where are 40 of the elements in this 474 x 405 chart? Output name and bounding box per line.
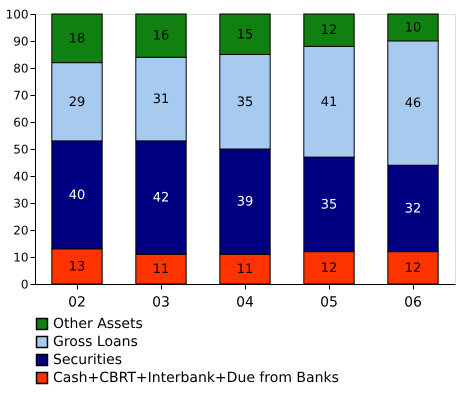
data-label: 35 bbox=[236, 94, 254, 110]
y-tick-label: 90 bbox=[13, 34, 28, 48]
data-label: 13 bbox=[68, 259, 86, 274]
data-label: 15 bbox=[236, 27, 254, 42]
y-tick-label: 40 bbox=[13, 170, 28, 184]
data-label: 46 bbox=[404, 96, 422, 112]
data-label: 16 bbox=[152, 28, 170, 44]
data-label: 29 bbox=[68, 94, 86, 110]
x-tick-label: 04 bbox=[236, 294, 254, 310]
data-label: 31 bbox=[152, 92, 170, 108]
y-tick-label: 70 bbox=[13, 88, 28, 102]
y-tick-label: 50 bbox=[13, 142, 28, 156]
y-tick-label: 10 bbox=[13, 250, 28, 264]
y-tick-label: 80 bbox=[13, 62, 28, 76]
data-label: 18 bbox=[68, 31, 86, 46]
legend-label: Cash+CBRT+Interbank+Due from Banks bbox=[53, 370, 339, 386]
y-tick-label: 0 bbox=[20, 278, 28, 292]
data-label: 40 bbox=[68, 188, 86, 203]
legend-label: Gross Loans bbox=[53, 334, 138, 350]
data-label: 32 bbox=[404, 201, 422, 216]
x-tick-label: 06 bbox=[404, 294, 422, 310]
data-label: 11 bbox=[152, 262, 170, 278]
legend-label: Securities bbox=[53, 352, 122, 368]
data-label: 11 bbox=[236, 262, 254, 278]
legend-label: Other Assets bbox=[53, 316, 143, 332]
data-label: 12 bbox=[320, 23, 338, 38]
y-tick-label: 100 bbox=[6, 8, 28, 22]
y-tick-label: 20 bbox=[13, 224, 28, 238]
data-label: 10 bbox=[404, 20, 422, 36]
x-tick-label: 03 bbox=[152, 294, 170, 310]
data-label: 35 bbox=[320, 197, 338, 212]
data-label: 42 bbox=[152, 190, 170, 206]
data-label: 12 bbox=[320, 260, 338, 276]
x-tick-label: 05 bbox=[320, 294, 338, 310]
y-tick-label: 30 bbox=[13, 196, 28, 210]
data-label: 41 bbox=[320, 94, 338, 110]
y-tick-label: 60 bbox=[13, 116, 28, 130]
data-label: 39 bbox=[236, 194, 254, 210]
data-label: 12 bbox=[404, 260, 422, 276]
x-tick-label: 02 bbox=[68, 294, 86, 310]
